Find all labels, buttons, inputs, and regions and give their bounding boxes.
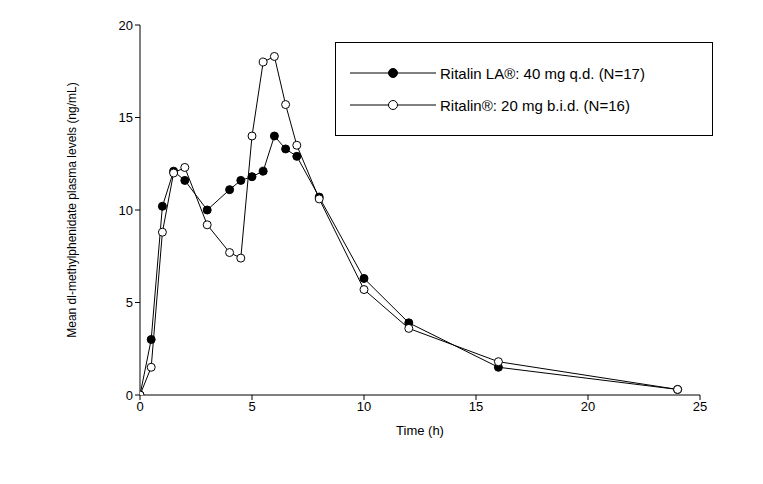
svg-text:Time (h): Time (h)	[396, 423, 444, 438]
html-text:Ritalin LA®: 40 mg q.d. (N=17): Ritalin LA®: 40 mg q.d. (N=17)	[440, 64, 645, 82]
svg-text:25: 25	[693, 399, 707, 414]
svg-text:20: 20	[581, 399, 595, 414]
html-text:Ritalin®: 20 mg b.i.d. (N=16): Ritalin®: 20 mg b.i.d. (N=16)	[440, 96, 630, 114]
svg-text:0: 0	[126, 388, 133, 403]
svg-text:10: 10	[357, 399, 371, 414]
svg-text:15: 15	[469, 399, 483, 414]
svg-text:5: 5	[126, 295, 133, 310]
svg-text:0: 0	[136, 399, 143, 414]
svg-text:10: 10	[119, 203, 133, 218]
svg-text:15: 15	[119, 110, 133, 125]
svg-text:Mean dl-methylphenidate plasma: Mean dl-methylphenidate plasma levels (n…	[65, 82, 79, 337]
svg-text:20: 20	[119, 18, 133, 33]
svg-text:5: 5	[248, 399, 255, 414]
